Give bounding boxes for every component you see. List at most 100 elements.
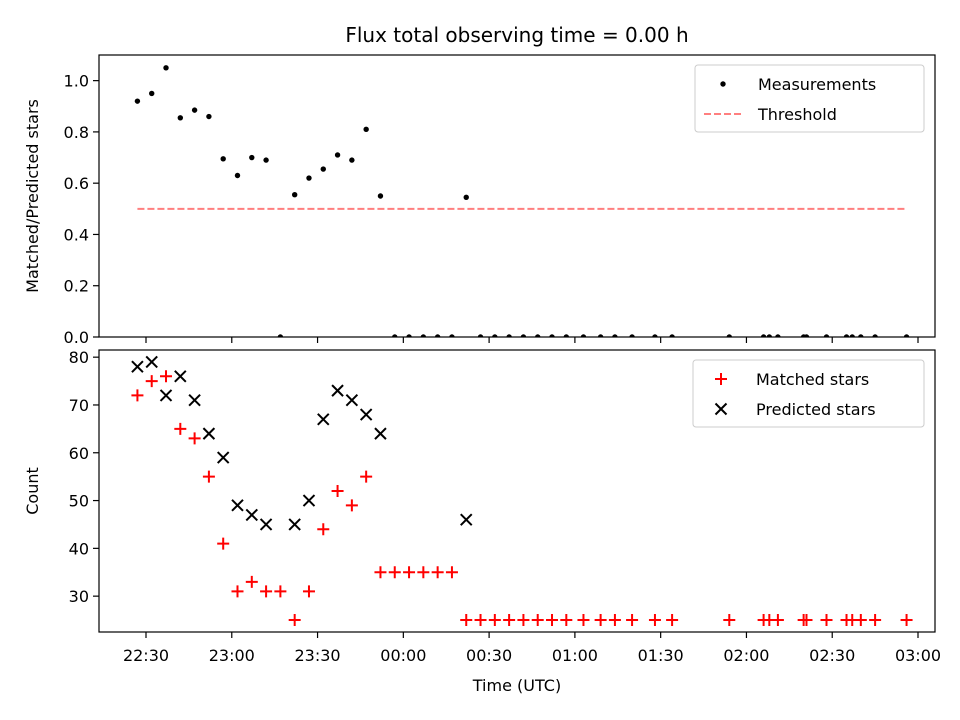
data-point [803, 334, 810, 337]
y-tick-label: 30 [69, 587, 89, 606]
data-point [597, 334, 604, 337]
data-point [858, 334, 864, 337]
legend-label: Threshold [757, 105, 837, 124]
x-tick-label: 23:30 [295, 646, 341, 665]
data-point [359, 408, 373, 421]
y-tick-label: 50 [69, 492, 89, 511]
bottom-panel: 30 40 50 60 70 80 22:30 23:00 23:30 00:00 00:30 01:… [23, 348, 941, 665]
data-point [460, 513, 473, 526]
data-point [177, 115, 184, 121]
data-point [334, 152, 341, 158]
data-point [760, 334, 767, 337]
series-predicted-stars [131, 355, 473, 531]
data-point [666, 614, 679, 627]
data-point [823, 334, 830, 337]
data-point [231, 585, 244, 598]
data-point [360, 470, 373, 483]
data-point [629, 334, 635, 337]
data-point [449, 334, 455, 337]
data-point [474, 614, 487, 627]
data-point [460, 614, 473, 627]
data-point [900, 614, 913, 627]
data-point [374, 427, 387, 440]
y-axis-label: Matched/Predicted stars [23, 99, 42, 293]
legend-box [692, 359, 925, 428]
data-point [843, 334, 850, 337]
data-point [174, 422, 187, 435]
data-point [145, 355, 158, 369]
data-point [288, 518, 301, 531]
x-tick-label: 23:00 [209, 646, 255, 665]
data-point [317, 523, 330, 536]
data-point [231, 499, 244, 512]
chart-title: Flux total observing time = 0.00 h [345, 23, 688, 47]
data-point [477, 334, 484, 337]
data-point [202, 470, 215, 483]
legend-label: Matched stars [756, 370, 869, 389]
data-point [160, 370, 173, 383]
data-point [174, 370, 187, 383]
data-point [854, 614, 867, 627]
x-tick-label: 22:30 [123, 646, 169, 665]
data-point [206, 113, 212, 120]
y-axis-label: Count [23, 467, 42, 515]
legend-swatch [715, 373, 727, 385]
data-point [374, 566, 387, 579]
y-tick-label: 0.8 [64, 123, 89, 142]
x-tick-label: 01:30 [638, 646, 684, 665]
data-point [580, 334, 587, 337]
y-tick-label: 0.2 [64, 277, 89, 296]
y-tick-label: 0.4 [64, 225, 89, 244]
data-point [274, 585, 287, 598]
data-point [159, 389, 173, 402]
legend-swatch [720, 81, 726, 87]
data-point [445, 566, 458, 579]
data-point [188, 393, 201, 407]
data-point [800, 614, 813, 627]
data-point [331, 384, 344, 397]
data-point [492, 334, 498, 337]
plot-frame [98, 54, 936, 338]
y-tick-label: 70 [69, 396, 89, 415]
data-point [431, 566, 444, 579]
plot-area [131, 355, 913, 627]
data-point [234, 172, 241, 179]
data-point [288, 614, 301, 627]
data-point [608, 614, 621, 627]
data-point [563, 334, 570, 337]
x-tick-label: 00:30 [466, 646, 512, 665]
x-tick-label: 02:00 [723, 646, 769, 665]
data-point [345, 393, 359, 407]
data-point [131, 360, 144, 373]
data-point [349, 157, 355, 163]
legend-label: Predicted stars [756, 400, 876, 419]
data-point [220, 156, 226, 162]
plot-area [134, 65, 910, 337]
data-point [517, 614, 530, 627]
data-point [766, 334, 773, 337]
data-point [291, 192, 298, 198]
data-point [648, 614, 661, 627]
data-point [652, 334, 658, 337]
y-tick-label: 60 [69, 444, 89, 463]
data-point [302, 585, 315, 598]
y-tick-label: 0.6 [64, 174, 89, 193]
data-point [202, 427, 216, 440]
y-tick-label: 1.0 [64, 72, 89, 91]
data-point [669, 334, 675, 337]
data-point [849, 334, 855, 337]
data-point [145, 375, 158, 388]
data-point [191, 107, 198, 113]
data-point [903, 334, 910, 337]
data-point [259, 518, 273, 531]
legend-swatch [714, 402, 728, 416]
data-point [420, 334, 427, 337]
data-point [260, 585, 273, 598]
data-point [546, 614, 559, 627]
legend: Matched stars Predicted stars [692, 359, 925, 428]
data-point [594, 614, 607, 627]
x-axis-label: Time (UTC) [472, 676, 561, 695]
data-point [406, 334, 412, 337]
data-point [869, 614, 882, 627]
data-point [320, 166, 326, 172]
